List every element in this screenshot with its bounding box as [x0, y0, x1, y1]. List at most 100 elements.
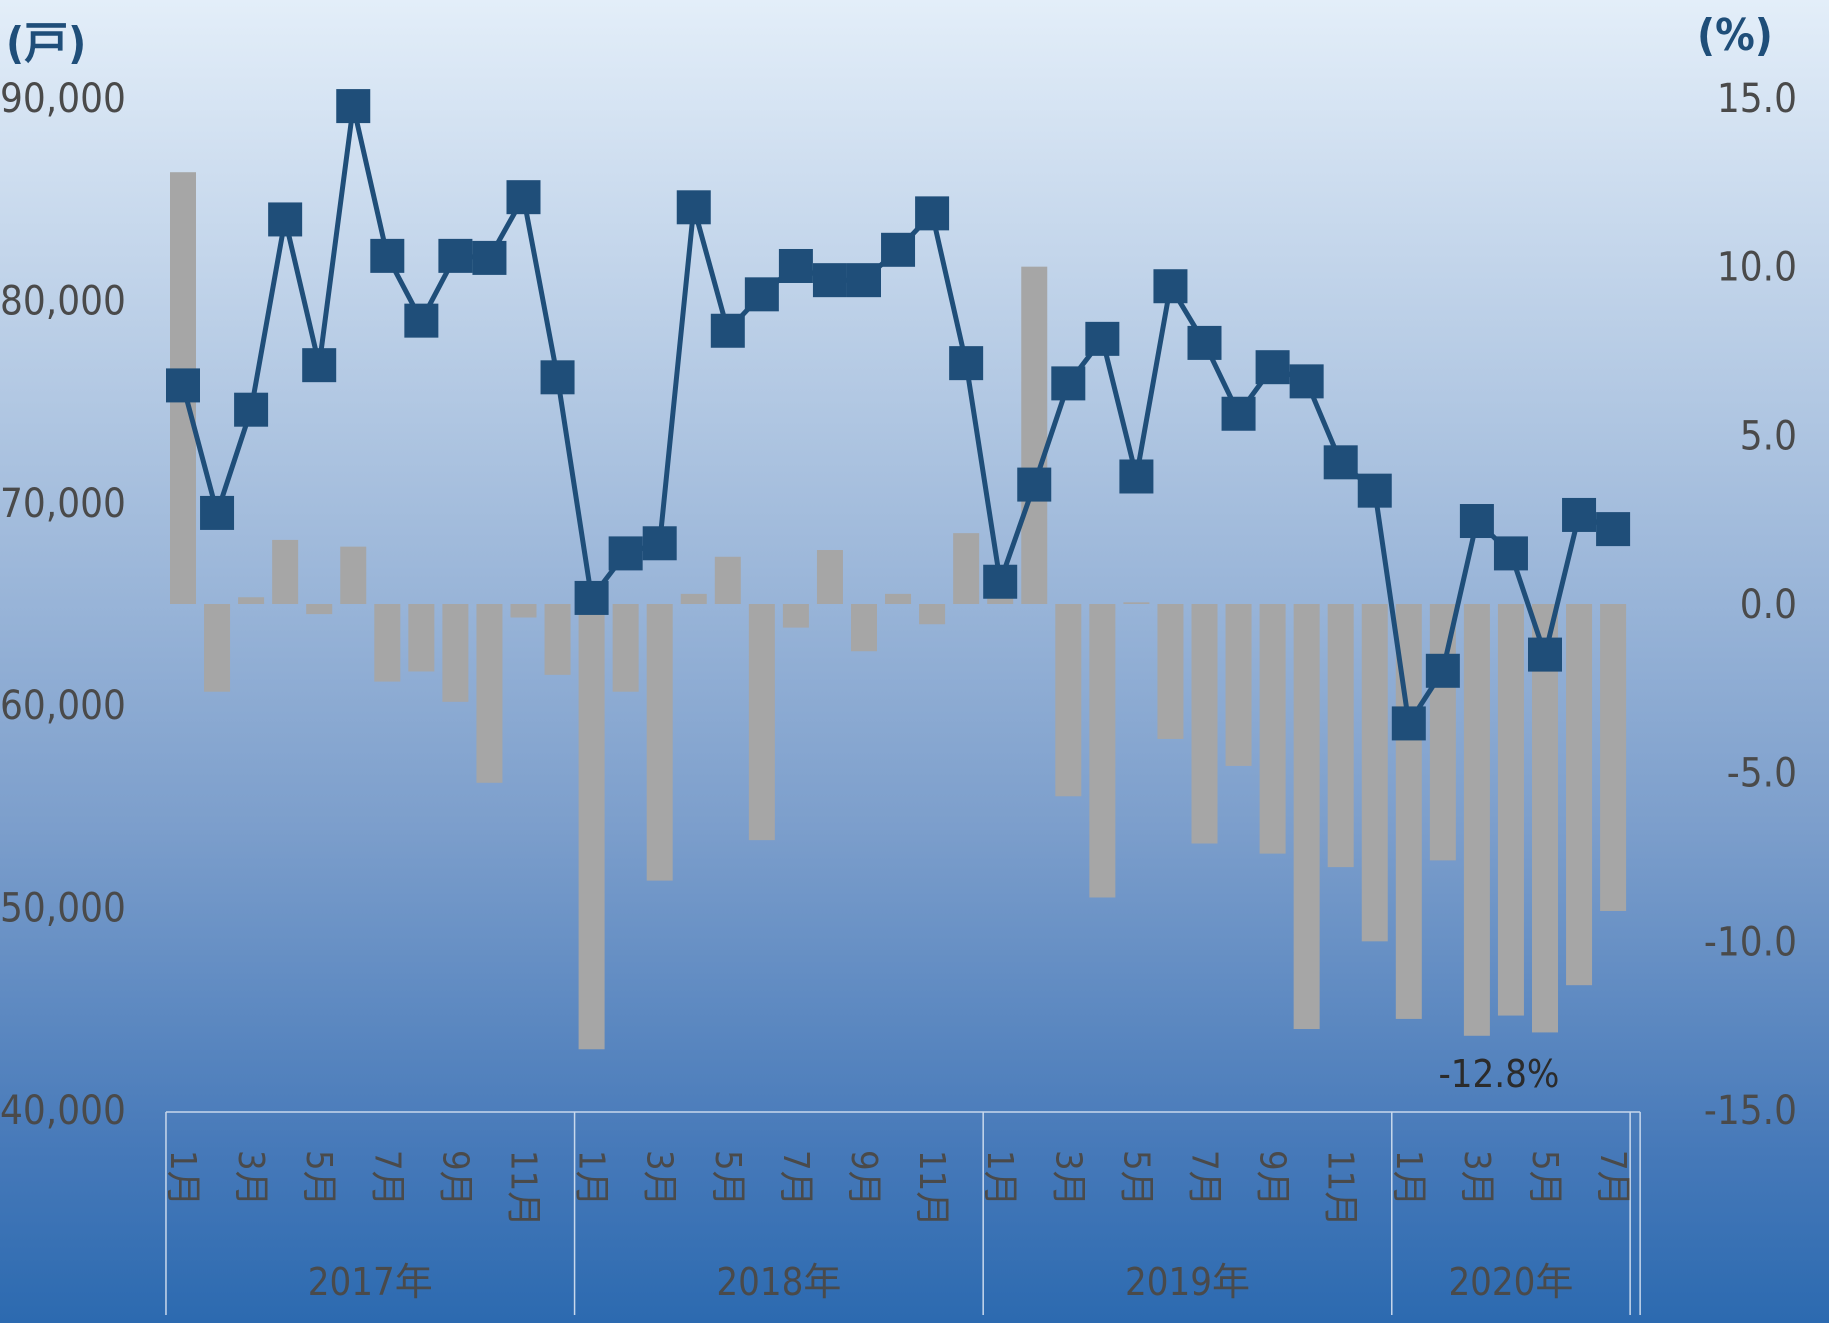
bar — [646, 604, 673, 881]
line-marker — [1459, 504, 1494, 539]
line-marker — [370, 238, 405, 273]
line-marker — [1528, 637, 1562, 672]
line-marker — [1153, 269, 1188, 304]
line-marker — [1255, 350, 1290, 385]
y-axis-right-unit: (%) — [1697, 10, 1773, 61]
y-left-tick-label: 80,000 — [0, 278, 126, 324]
bar — [408, 604, 435, 672]
x-year-label: 2020年 — [1448, 1260, 1573, 1304]
line-marker — [744, 277, 779, 312]
line-marker — [847, 263, 881, 298]
line-marker — [1017, 467, 1052, 502]
y-right-tick-label: -5.0 — [1727, 751, 1797, 797]
bar — [919, 604, 946, 625]
line-marker — [438, 238, 473, 273]
bar — [1157, 604, 1184, 739]
x-axis: 2017年 2018年 2019年 2020年 1月 3月 5月 7月 9月 11月 1月 3月 5月 7… — [162, 1111, 1641, 1315]
x-month-label: 3月 — [1456, 1150, 1497, 1207]
bar — [1566, 604, 1593, 986]
x-month-label: 11月 — [503, 1150, 544, 1227]
annotations: -12.8% — [1438, 1052, 1559, 1096]
x-month-label: 7月 — [366, 1150, 407, 1207]
bar — [340, 546, 367, 604]
x-month-label: 5月 — [1115, 1150, 1156, 1207]
x-month-label: 9月 — [434, 1150, 475, 1207]
bar — [544, 604, 571, 675]
line-marker — [540, 360, 575, 395]
line-marker — [1562, 497, 1597, 532]
y-right-tick-label: 5.0 — [1740, 413, 1797, 459]
bar — [748, 604, 775, 841]
x-month-label: 9月 — [843, 1150, 884, 1207]
bar — [1055, 604, 1082, 797]
x-month-label: 5月 — [298, 1150, 339, 1207]
x-month-label: 3月 — [1047, 1150, 1088, 1207]
line-marker — [404, 303, 439, 338]
bar — [374, 604, 401, 682]
y-axis-right: 15.0 10.0 5.0 0.0 -5.0 -10.0 -15.0 — [1704, 76, 1797, 1134]
x-month-label: 1月 — [162, 1150, 203, 1207]
y-right-tick-label: -10.0 — [1704, 919, 1797, 965]
bar-series — [170, 172, 1627, 1050]
bar — [306, 604, 333, 615]
line-marker — [915, 196, 950, 231]
bar — [953, 533, 980, 604]
x-month-label: 7月 — [775, 1150, 816, 1207]
y-right-tick-label: 15.0 — [1717, 76, 1797, 122]
bar — [1361, 604, 1388, 942]
bar — [1123, 602, 1150, 604]
bar — [238, 597, 265, 604]
bar — [476, 604, 503, 783]
line-marker — [983, 564, 1018, 599]
x-month-label: 1月 — [571, 1150, 612, 1207]
x-month-label: 11月 — [911, 1150, 952, 1227]
line-marker — [1493, 536, 1528, 571]
line-marker — [812, 263, 847, 298]
bar — [578, 604, 605, 1050]
line-marker — [949, 346, 984, 381]
bar — [1191, 604, 1218, 844]
x-month-label: 1月 — [1388, 1150, 1429, 1207]
line-marker — [574, 580, 609, 615]
line-marker — [234, 392, 269, 427]
bar — [1293, 604, 1320, 1030]
line-marker — [642, 526, 677, 561]
bar — [1600, 604, 1627, 911]
bar — [612, 604, 639, 692]
bar — [1327, 604, 1354, 868]
bar — [680, 593, 707, 604]
bar — [1532, 604, 1558, 1033]
annotation-label: -12.8% — [1438, 1052, 1559, 1096]
line-marker — [166, 368, 200, 403]
bar — [714, 556, 741, 604]
line-marker — [1357, 473, 1392, 508]
y-left-tick-label: 50,000 — [0, 886, 126, 932]
bar — [1463, 604, 1490, 1036]
line-marker — [881, 232, 916, 267]
line-marker — [1425, 653, 1460, 688]
bar — [510, 604, 537, 618]
bar — [782, 604, 809, 628]
bar — [204, 604, 231, 692]
line-marker — [302, 348, 337, 383]
line-marker — [506, 180, 541, 215]
line-marker — [1289, 364, 1324, 399]
line-marker — [472, 240, 507, 275]
x-month-label: 3月 — [639, 1150, 680, 1207]
x-month-label: 5月 — [707, 1150, 748, 1207]
y-right-tick-label: 0.0 — [1740, 582, 1797, 628]
bar — [1429, 604, 1456, 861]
bar — [1021, 266, 1048, 604]
line-marker — [1187, 325, 1222, 360]
bar — [1259, 604, 1286, 854]
line-marker — [608, 536, 643, 571]
x-month-label: 5月 — [1524, 1150, 1565, 1207]
x-month-label: 1月 — [979, 1150, 1020, 1207]
bar — [1497, 604, 1524, 1016]
line-marker — [778, 248, 813, 283]
line-marker — [1323, 445, 1358, 480]
line-marker — [336, 89, 371, 124]
bar — [851, 604, 877, 652]
x-month-label: 7月 — [1592, 1150, 1633, 1207]
